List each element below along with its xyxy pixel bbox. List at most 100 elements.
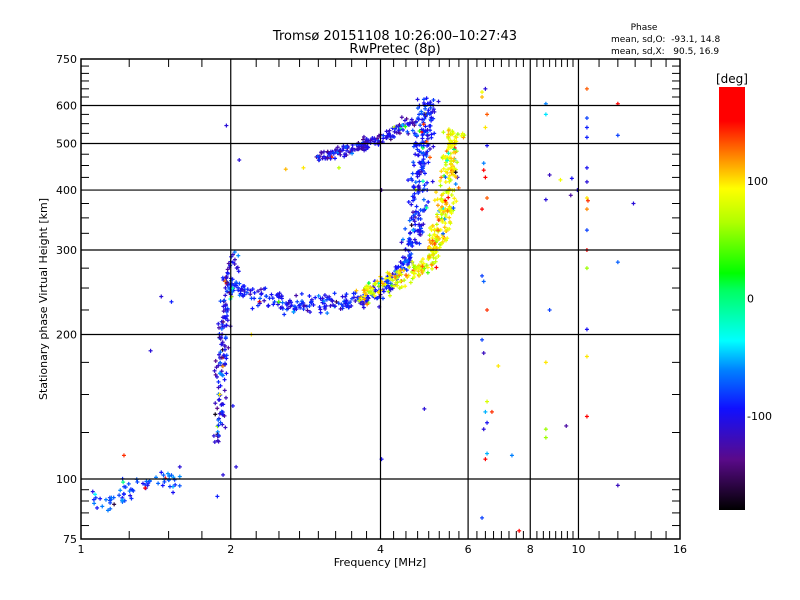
scatter-point [369, 291, 374, 296]
scatter-point [584, 228, 589, 233]
scatter-point [308, 310, 313, 315]
scatter-point [258, 296, 263, 301]
scatter-point [215, 406, 220, 411]
scatter-point [483, 457, 488, 462]
scatter-point [443, 214, 448, 219]
scatter-point [219, 355, 224, 360]
scatter-point [442, 225, 447, 230]
scatter-point [426, 160, 431, 165]
colorbar [719, 87, 745, 510]
y-tick-label: 600 [56, 100, 77, 113]
scatter-point [436, 99, 441, 104]
scatter-point [219, 326, 224, 331]
scatter-point [280, 300, 285, 305]
scatter-point [223, 279, 228, 284]
scatter-point [445, 158, 450, 163]
scatter-point [440, 211, 445, 216]
scatter-point [131, 488, 136, 493]
scatter-point [396, 264, 401, 269]
scatter-point [294, 293, 299, 298]
scatter-point [446, 128, 451, 133]
scatter-point [218, 336, 223, 341]
scatter-point [450, 143, 455, 148]
scatter-point [217, 352, 222, 357]
scatter-point [417, 179, 422, 184]
scatter-point [432, 233, 437, 238]
scatter-point [433, 256, 438, 261]
scatter-point [441, 231, 446, 236]
scatter-point [291, 309, 296, 314]
scatter-point [148, 348, 153, 353]
scatter-point [417, 149, 422, 154]
scatter-point [121, 480, 126, 485]
scatter-point [159, 470, 164, 475]
scatter-point [220, 342, 225, 347]
scatter-point [307, 293, 312, 298]
scatter-point [221, 304, 226, 309]
scatter-point [108, 500, 113, 505]
scatter-point [226, 345, 231, 350]
scatter-point [405, 259, 410, 264]
scatter-point [221, 472, 226, 477]
scatter-point [224, 275, 229, 280]
x-tick-label: 10 [571, 543, 585, 556]
scatter-point [547, 172, 552, 177]
scatter-point [384, 134, 389, 139]
scatter-point [271, 302, 276, 307]
scatter-point [448, 221, 453, 226]
scatter-point [173, 482, 178, 487]
scatter-point [455, 160, 460, 165]
scatter-point [325, 155, 330, 160]
scatter-point [387, 285, 392, 290]
scatter-point [368, 288, 373, 293]
colorbar-tick-label: -100 [747, 410, 772, 423]
scatter-point [435, 238, 440, 243]
scatter-point [396, 128, 401, 133]
scatter-point [214, 374, 219, 379]
scatter-point [258, 287, 263, 292]
scatter-point [408, 237, 413, 242]
scatter-point [432, 242, 437, 247]
scatter-point [143, 486, 148, 491]
scatter-point [416, 210, 421, 215]
scatter-point [216, 385, 221, 390]
scatter-point [433, 259, 438, 264]
scatter-point [396, 270, 401, 275]
scatter-point [422, 183, 427, 188]
scatter-point [430, 223, 435, 228]
scatter-point [412, 237, 417, 242]
scatter-point [255, 303, 260, 308]
scatter-point [313, 295, 318, 300]
scatter-point [276, 295, 281, 300]
scatter-point [332, 291, 337, 296]
scatter-point [543, 427, 548, 432]
scatter-point [356, 146, 361, 151]
scatter-point [420, 136, 425, 141]
scatter-point [445, 208, 450, 213]
scatter-point [403, 124, 408, 129]
scatter-point [438, 178, 443, 183]
scatter-point [302, 303, 307, 308]
scatter-point [274, 293, 279, 298]
scatter-point [483, 409, 488, 414]
scatter-point [431, 144, 436, 149]
scatter-point [420, 117, 425, 122]
scatter-point [295, 299, 300, 304]
scatter-point [108, 506, 113, 511]
scatter-point [121, 453, 126, 458]
scatter-point [250, 306, 255, 311]
scatter-point [428, 100, 433, 105]
scatter-point [361, 134, 366, 139]
scatter-point [438, 208, 443, 213]
scatter-point [278, 305, 283, 310]
scatter-point [407, 265, 412, 270]
scatter-point [217, 392, 222, 397]
y-tick-label: 100 [56, 473, 77, 486]
scatter-point [213, 358, 218, 363]
scatter-point [439, 175, 444, 180]
scatter-point [126, 481, 131, 486]
scatter-point [222, 298, 227, 303]
scatter-point [328, 303, 333, 308]
scatter-point [413, 222, 418, 227]
scatter-point [368, 285, 373, 290]
